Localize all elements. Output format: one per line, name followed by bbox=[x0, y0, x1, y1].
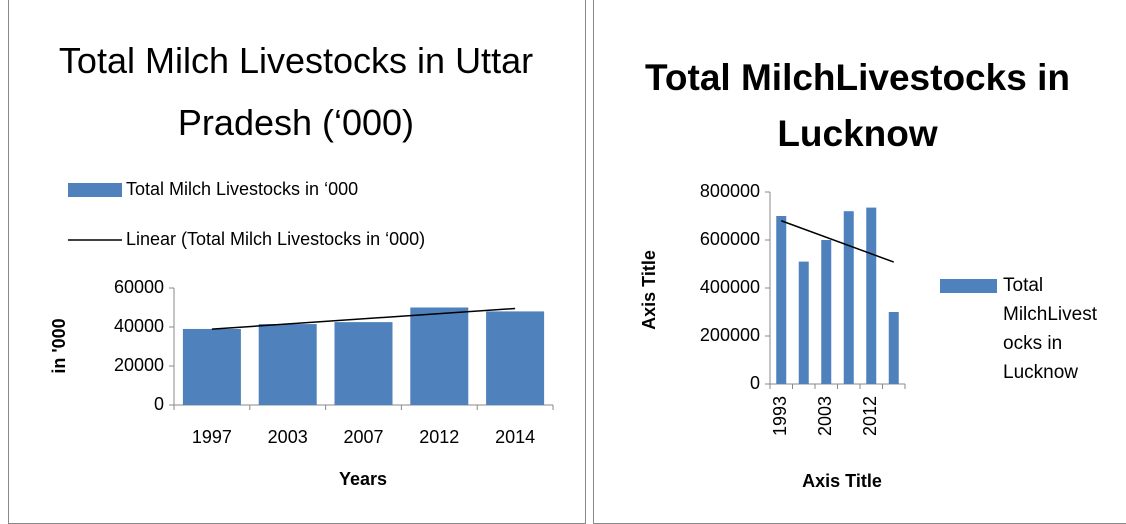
legend-label: Total Milch Livestocks in ‘000 bbox=[126, 179, 358, 199]
bar bbox=[843, 211, 854, 384]
y-tick-label: 600000 bbox=[700, 229, 760, 249]
bar bbox=[866, 207, 877, 384]
x-tick-label: 2012 bbox=[860, 396, 880, 436]
bar bbox=[888, 312, 899, 384]
trendline bbox=[780, 220, 895, 263]
legend-swatch bbox=[940, 279, 997, 293]
y-axis-title: Axis Title bbox=[639, 250, 659, 330]
y-tick-label: 20000 bbox=[114, 355, 164, 375]
legend-swatch bbox=[68, 183, 122, 197]
bar bbox=[182, 328, 241, 405]
x-tick-label: 2012 bbox=[419, 427, 459, 447]
y-tick-label: 0 bbox=[750, 373, 760, 393]
y-tick-label: 0 bbox=[154, 394, 164, 414]
x-tick-label: 2003 bbox=[815, 396, 835, 436]
legend-label: Linear (Total Milch Livestocks in ‘000) bbox=[126, 229, 425, 249]
bar bbox=[821, 240, 832, 384]
bar bbox=[486, 311, 545, 405]
bar bbox=[798, 261, 809, 384]
bar bbox=[334, 322, 393, 405]
chart-title: Total Milch Livestocks in Uttar Pradesh … bbox=[58, 40, 534, 143]
bar bbox=[258, 324, 317, 405]
y-tick-label: 400000 bbox=[700, 277, 760, 297]
x-axis-title: Years bbox=[339, 469, 387, 489]
x-axis-title: Axis Title bbox=[802, 471, 882, 491]
x-tick-label: 2007 bbox=[343, 427, 383, 447]
trendline bbox=[211, 307, 516, 330]
y-axis-title: in '000 bbox=[49, 318, 69, 373]
x-tick-label: 1997 bbox=[192, 427, 232, 447]
legend-label: Total MilchLivestocks in Lucknow bbox=[1003, 275, 1097, 383]
x-tick-label: 2014 bbox=[495, 427, 535, 447]
chart-title: Total MilchLivestocks in Lucknow bbox=[645, 57, 1070, 154]
x-tick-label: 2003 bbox=[268, 427, 308, 447]
bar bbox=[776, 216, 787, 384]
bar bbox=[410, 307, 469, 405]
y-tick-label: 60000 bbox=[114, 277, 164, 297]
y-tick-label: 40000 bbox=[114, 316, 164, 336]
y-tick-label: 800000 bbox=[700, 181, 760, 201]
x-tick-label: 1993 bbox=[770, 396, 790, 436]
y-tick-label: 200000 bbox=[700, 325, 760, 345]
